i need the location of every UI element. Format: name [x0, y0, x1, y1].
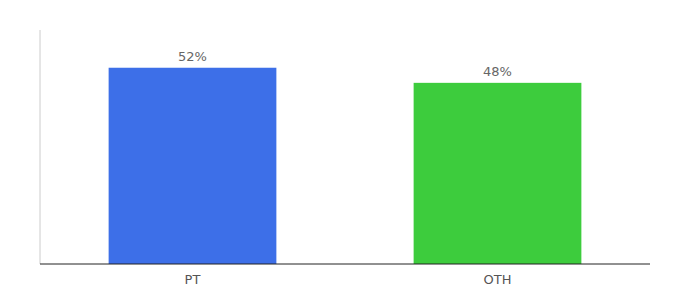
y-axis-line — [40, 30, 41, 264]
x-tick-label: OTH — [484, 272, 512, 287]
data-label: 48% — [483, 64, 512, 79]
chart-svg: PT OTH 52% 48% — [0, 0, 680, 300]
bars — [109, 68, 582, 264]
bar — [109, 68, 277, 264]
chart-container: PT OTH 52% 48% — [0, 0, 680, 300]
bar — [414, 83, 582, 264]
x-axis-line — [40, 264, 650, 265]
data-label: 52% — [178, 49, 207, 64]
x-tick-label: PT — [185, 272, 201, 287]
